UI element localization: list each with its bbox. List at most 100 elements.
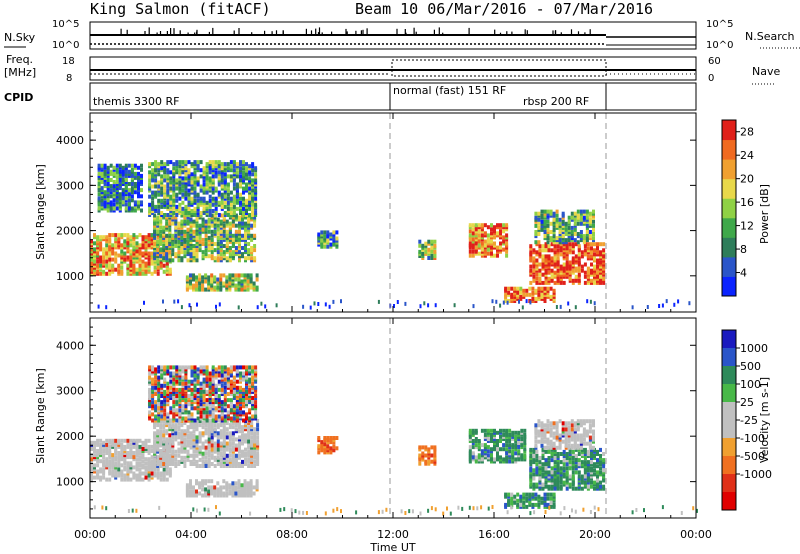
data-cell — [225, 219, 229, 224]
data-cell — [231, 233, 235, 238]
data-cell — [427, 449, 431, 454]
data-cell — [153, 435, 157, 440]
data-cell — [244, 242, 247, 246]
data-cell — [222, 479, 226, 484]
data-cell — [172, 178, 176, 183]
data-cell — [519, 294, 523, 299]
data-cell — [201, 487, 205, 492]
data-cell — [237, 273, 241, 278]
data-cell — [202, 414, 206, 419]
data-cell — [148, 410, 152, 415]
data-cell — [570, 225, 574, 230]
data-cell — [190, 369, 194, 374]
data-cell — [208, 402, 212, 407]
data-cell — [198, 242, 202, 246]
data-cell — [169, 180, 173, 185]
data-cell — [547, 270, 551, 275]
data-cell — [156, 429, 160, 434]
data-cell — [202, 377, 206, 382]
data-cell — [192, 258, 196, 263]
data-cell — [148, 209, 152, 213]
data-cell — [532, 468, 536, 473]
data-cell — [114, 438, 118, 443]
data-cell — [108, 453, 112, 458]
data-cell — [222, 223, 226, 228]
data-cell — [207, 242, 211, 246]
data-cell — [168, 469, 172, 474]
data-cell — [219, 213, 223, 218]
data-cell — [332, 436, 336, 440]
data-cell — [514, 457, 518, 462]
data-cell — [115, 190, 119, 195]
data-cell — [471, 227, 475, 232]
data-cell — [135, 447, 139, 451]
data-cell — [168, 269, 172, 274]
data-cell — [502, 459, 506, 464]
data-cell — [219, 248, 223, 253]
data-cell — [537, 498, 541, 503]
data-cell — [196, 402, 200, 407]
data-cell — [147, 251, 151, 256]
data-cell — [198, 464, 202, 468]
data-cell — [329, 450, 333, 455]
data-cell — [235, 162, 239, 167]
data-cell — [192, 429, 196, 434]
data-cell — [502, 235, 506, 240]
data-cell — [132, 438, 136, 443]
data-cell — [192, 433, 196, 438]
data-cell — [474, 223, 478, 228]
data-cell — [480, 223, 484, 228]
data-cell — [499, 245, 502, 250]
data-cell — [180, 219, 184, 224]
data-cell — [204, 423, 208, 428]
data-cell — [199, 402, 203, 407]
data-cell — [225, 435, 229, 440]
data-cell — [235, 365, 239, 370]
data-cell — [493, 241, 496, 246]
data-cell — [234, 453, 238, 458]
data-cell — [201, 493, 205, 498]
data-cell — [123, 447, 127, 451]
data-cell — [232, 211, 236, 215]
data-cell — [126, 233, 130, 238]
data-cell — [171, 252, 175, 257]
data-cell — [166, 389, 170, 394]
data-cell — [493, 437, 496, 441]
nsky-tick-top: 10^5 — [52, 19, 79, 30]
data-cell — [154, 160, 158, 165]
data-cell — [235, 379, 239, 384]
data-cell — [117, 461, 121, 466]
data-cell — [216, 258, 220, 263]
data-cell — [129, 243, 133, 248]
data-cell — [225, 256, 229, 261]
data-cell — [201, 250, 205, 255]
data-cell — [247, 248, 251, 253]
data-cell — [169, 176, 173, 181]
data-cell — [162, 429, 166, 434]
data-cell — [317, 450, 321, 455]
data-cell — [156, 229, 160, 234]
data-cell — [180, 455, 184, 460]
data-cell — [165, 423, 169, 428]
data-cell — [547, 456, 551, 460]
data-cell — [223, 164, 227, 169]
data-cell — [129, 465, 133, 470]
data-cell — [216, 223, 220, 228]
data-cell — [120, 453, 124, 458]
data-cell — [144, 475, 148, 480]
data-cell — [163, 188, 167, 193]
data-cell — [226, 375, 230, 380]
data-cell — [242, 190, 245, 195]
data-cell — [234, 443, 238, 448]
data-cell — [239, 174, 242, 179]
data-cell — [90, 261, 93, 266]
data-cell — [195, 435, 199, 440]
data-cell — [468, 455, 472, 460]
data-cell — [106, 190, 110, 195]
data-cell — [126, 271, 130, 276]
data-cell — [505, 253, 509, 258]
data-cell — [144, 461, 148, 466]
data-cell — [213, 256, 217, 261]
data-cell — [153, 213, 157, 218]
data-cell — [243, 277, 247, 282]
